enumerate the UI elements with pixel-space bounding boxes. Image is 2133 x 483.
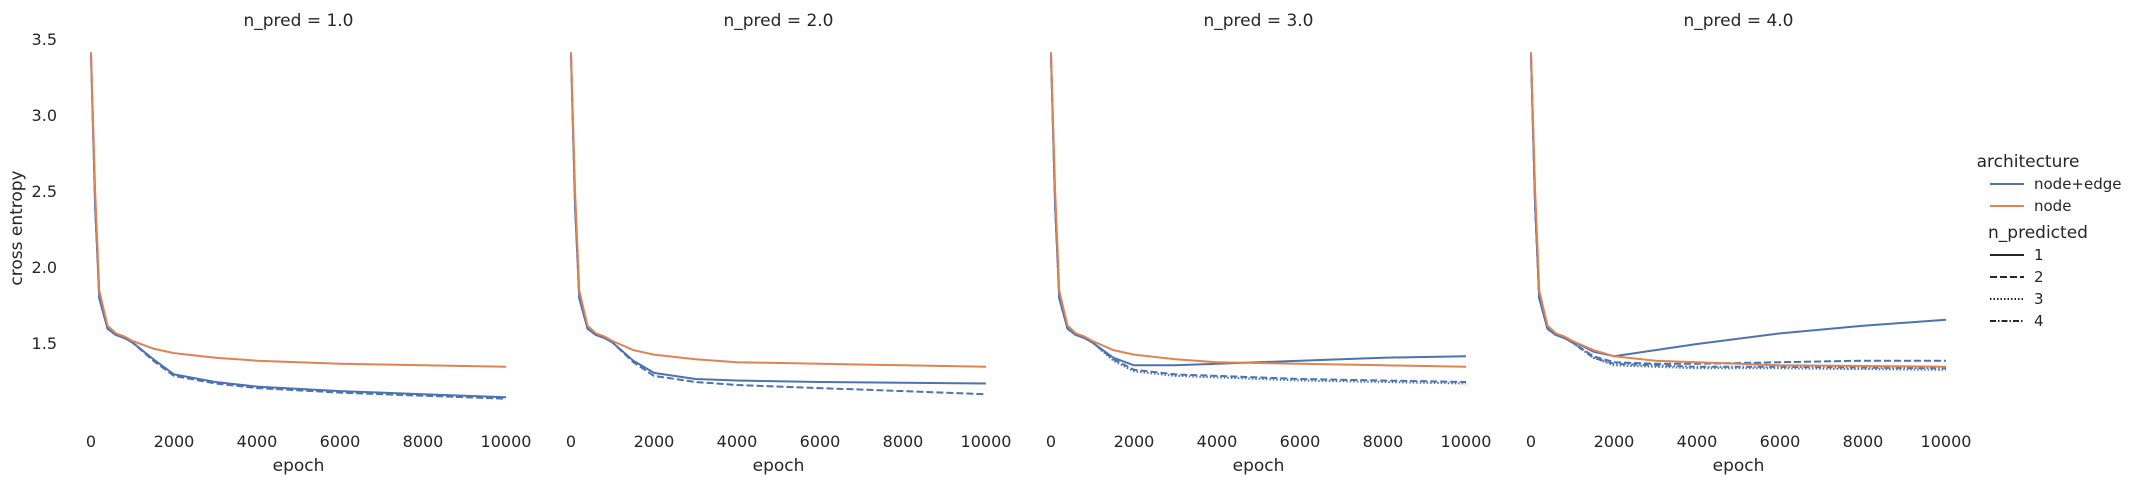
x-tick-label: 8000 (403, 432, 444, 451)
series-line-node-edge-npred-2 (1050, 55, 1467, 383)
x-axis-label: epoch (1233, 456, 1285, 476)
legend-label-node-edge: node+edge (2034, 175, 2122, 193)
x-tick-label: 10000 (961, 432, 1012, 451)
facet-title: n_pred = 3.0 (1203, 11, 1313, 31)
legend-label-node: node (2034, 197, 2071, 215)
x-tick-label: 6000 (1760, 432, 1801, 451)
legend-label-3: 3 (2034, 290, 2044, 308)
x-tick-label: 8000 (1363, 432, 1404, 451)
legend-item-node: node (1990, 197, 2071, 215)
x-tick-label: 2000 (634, 432, 675, 451)
y-tick-label: 2.0 (32, 258, 57, 277)
y-tick-label: 2.5 (32, 182, 57, 201)
x-tick-label: 0 (1526, 432, 1536, 451)
series-line-node-npred-1 (90, 52, 507, 368)
series-line-node-npred-1 (1050, 52, 1467, 368)
legend-item-n-predicted-3: 3 (1990, 290, 2044, 308)
series-line-node-edge-npred-2 (90, 55, 507, 400)
legend: architecture node+edge node n_predicted … (1977, 152, 2122, 330)
legend-title-architecture: architecture (1977, 152, 2080, 172)
x-tick-label: 0 (566, 432, 576, 451)
x-tick-label: 6000 (320, 432, 361, 451)
y-tick-label: 1.5 (32, 334, 57, 353)
series-line-node-edge-npred-3 (1530, 55, 1947, 371)
chart-panels: n_pred = 1.0 0 2000 4000 6000 8000 10000 epoch 1… (32, 11, 1972, 476)
y-tick-label: 3.0 (32, 106, 57, 125)
x-tick-label: 2000 (1594, 432, 1635, 451)
facet-title: n_pred = 4.0 (1683, 11, 1793, 31)
legend-label-4: 4 (2034, 312, 2044, 330)
series-line-node-edge-npred-1 (570, 55, 987, 385)
x-tick-label: 6000 (800, 432, 841, 451)
x-tick-label: 10000 (1441, 432, 1492, 451)
x-tick-label: 8000 (1843, 432, 1884, 451)
x-tick-label: 0 (86, 432, 96, 451)
series-line-node-edge-npred-1 (1050, 55, 1467, 367)
x-axis-label: epoch (1713, 456, 1765, 476)
chart-panel-2: n_pred = 2.0 0 2000 4000 6000 8000 10000 epoch (566, 11, 1012, 476)
x-tick-label: 2000 (1114, 432, 1155, 451)
chart-panel-4: n_pred = 4.0 0 2000 4000 6000 8000 10000 epoch (1526, 11, 1972, 476)
legend-item-n-predicted-4: 4 (1990, 312, 2044, 330)
y-tick-label: 3.5 (32, 30, 57, 49)
x-tick-label: 4000 (1677, 432, 1718, 451)
x-axis-label: epoch (753, 456, 805, 476)
x-tick-label: 6000 (1280, 432, 1321, 451)
series-line-node-edge-npred-4 (1530, 55, 1947, 370)
series-line-node-edge-npred-3 (1050, 55, 1467, 385)
series-line-node-npred-1 (570, 52, 987, 368)
x-tick-label: 8000 (883, 432, 924, 451)
facet-title: n_pred = 2.0 (723, 11, 833, 31)
x-tick-label: 4000 (717, 432, 758, 451)
series-line-node-edge-npred-2 (570, 55, 987, 396)
chart-panel-1: n_pred = 1.0 0 2000 4000 6000 8000 10000 epoch 1… (32, 11, 532, 476)
legend-item-n-predicted-2: 2 (1990, 268, 2044, 286)
x-axis-label: epoch (273, 456, 325, 476)
x-tick-label: 4000 (1197, 432, 1238, 451)
x-tick-label: 10000 (481, 432, 532, 451)
series-line-node-edge-npred-2 (1530, 55, 1946, 365)
x-tick-label: 2000 (154, 432, 195, 451)
series-line-node-edge-npred-1 (90, 55, 507, 399)
x-tick-label: 4000 (237, 432, 278, 451)
legend-label-2: 2 (2034, 268, 2044, 286)
x-tick-label: 0 (1046, 432, 1056, 451)
facet-title: n_pred = 1.0 (243, 11, 353, 31)
legend-label-1: 1 (2034, 246, 2044, 264)
legend-item-n-predicted-1: 1 (1990, 246, 2044, 264)
x-tick-label: 10000 (1921, 432, 1972, 451)
series-line-node-edge-npred-1 (1530, 55, 1947, 358)
legend-title-n-predicted: n_predicted (1988, 223, 2088, 243)
series-line-node-npred-1 (1530, 52, 1947, 368)
y-axis-label: cross entropy (7, 170, 27, 285)
legend-item-node-edge: node+edge (1990, 175, 2122, 193)
chart-panel-3: n_pred = 3.0 0 2000 4000 6000 8000 10000 epoch (1046, 11, 1492, 476)
